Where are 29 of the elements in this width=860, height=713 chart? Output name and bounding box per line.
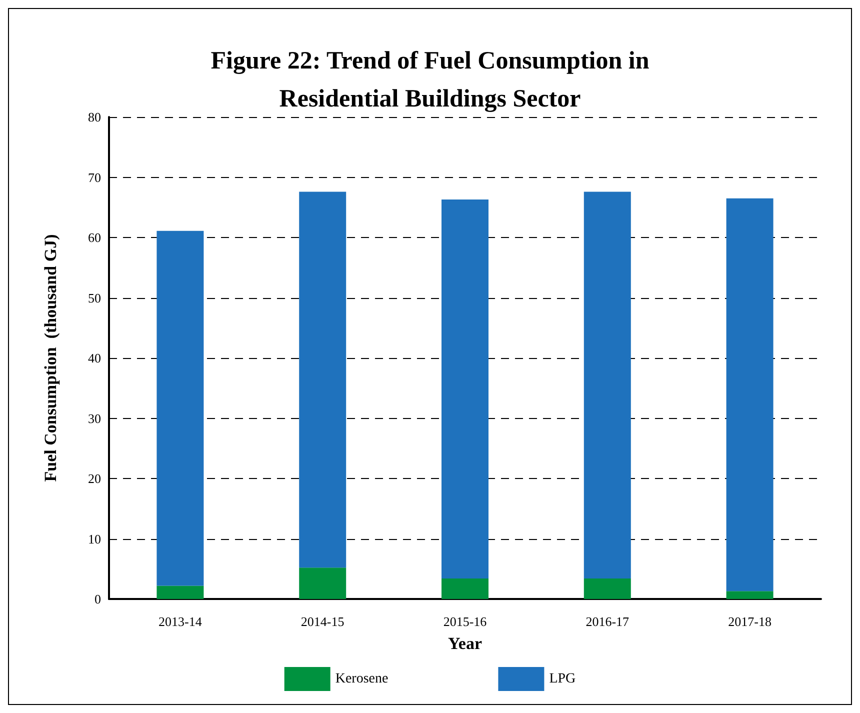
chart-title: Figure 22: Trend of Fuel Consumption in Residential Buildings Sector: [210, 48, 650, 112]
bar: [299, 568, 346, 599]
bar: [156, 586, 204, 599]
y-tick-label: 80: [88, 110, 101, 124]
bar: [584, 192, 631, 579]
bar: [299, 192, 346, 568]
y-tick-label: 60: [88, 230, 101, 245]
y-tick-label: 20: [88, 471, 101, 486]
bar: [442, 200, 488, 579]
bar: [442, 578, 488, 599]
y-axis-title: Fuel Consumption (thousand GJ): [41, 234, 60, 482]
x-tick-label: 2015-16: [443, 614, 488, 629]
y-tick-label: 50: [88, 290, 101, 306]
x-tick-label: 2016-17: [586, 614, 630, 629]
bar: [584, 578, 631, 599]
y-tick-label: 10: [88, 531, 101, 546]
y-tick-label: 0: [94, 592, 101, 606]
bar: [156, 230, 204, 586]
legend-label: LPG: [549, 672, 576, 686]
bar: [726, 198, 774, 592]
y-tick-label: 30: [88, 410, 101, 426]
x-tick-label: 2014-15: [300, 614, 344, 629]
bar: [726, 591, 774, 599]
x-tick-label: 2013-14: [158, 614, 202, 629]
x-axis-title: Year: [448, 634, 482, 653]
y-tick-label: 70: [88, 170, 101, 185]
y-tick-label: 40: [88, 350, 101, 366]
legend-label: Kerosene: [335, 672, 388, 686]
x-tick-label: 2017-18: [728, 614, 772, 629]
